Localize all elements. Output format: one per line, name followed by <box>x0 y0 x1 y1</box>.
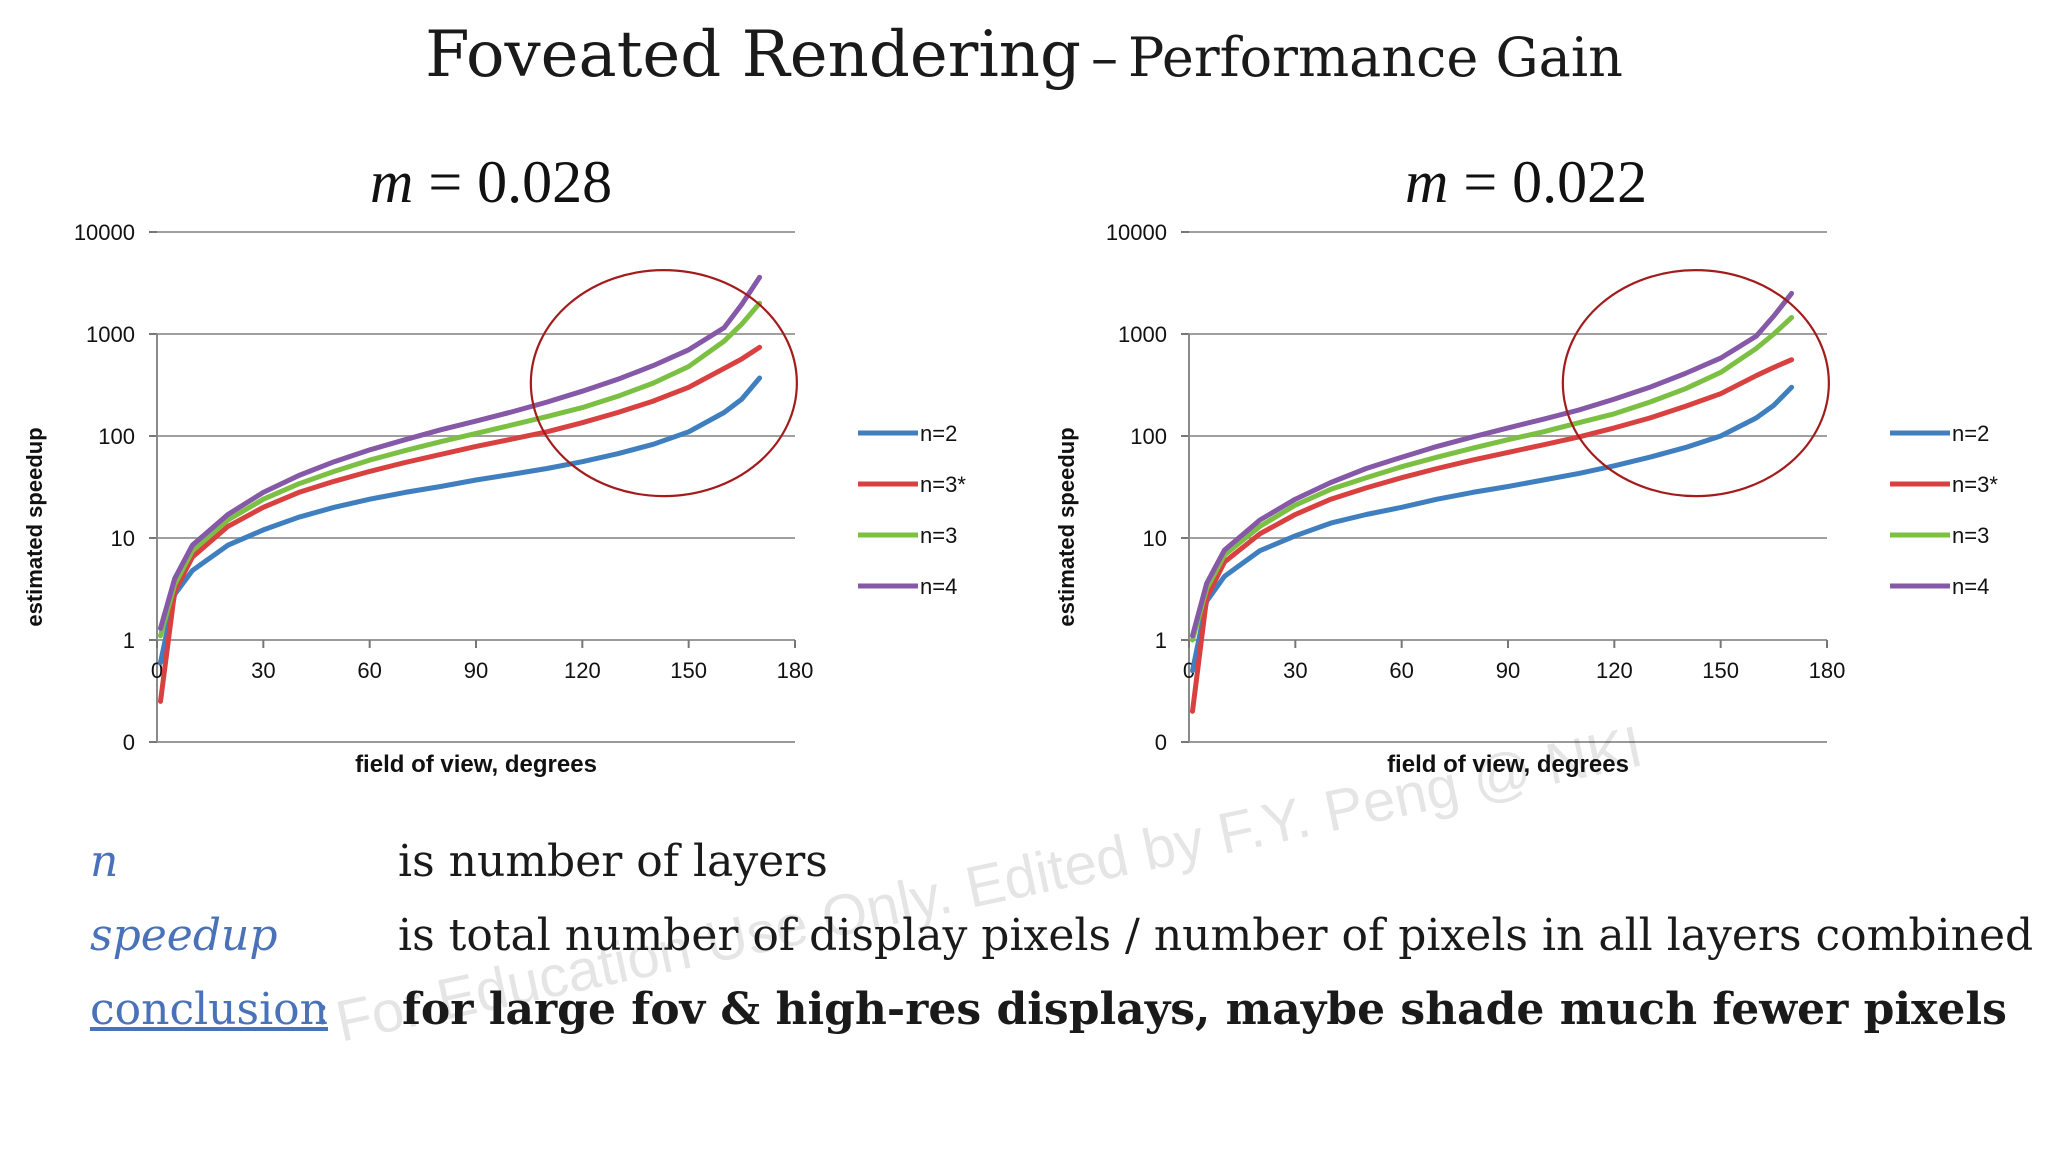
x-tick-label: 30 <box>1283 658 1307 683</box>
series-line <box>1190 384 1795 674</box>
series-line <box>158 300 763 639</box>
definition-term: n <box>90 836 119 887</box>
title-main: Foveated Rendering <box>425 18 1081 92</box>
definition-text: is total number of display pixels / numb… <box>398 910 2034 961</box>
definition-term-suffix: : <box>315 984 330 1035</box>
x-tick-label: 90 <box>1496 658 1520 683</box>
legend-label: n=3 <box>1952 523 1989 548</box>
x-tick-label: 30 <box>251 658 275 683</box>
definition-text: is number of layers <box>398 836 828 887</box>
definition-row: conclusion: for large fov & high-res dis… <box>90 984 2007 1058</box>
legend-label: n=4 <box>1952 574 1989 599</box>
slide-title: Foveated Rendering – Performance Gain <box>0 18 2048 92</box>
definition-term: speedup <box>90 910 278 961</box>
y-tick-label: 1000 <box>1118 322 1167 347</box>
y-tick-label: 10000 <box>74 220 135 245</box>
highlight-ellipse <box>1561 269 1830 498</box>
legend-label: n=4 <box>920 574 957 599</box>
x-tick-label: 120 <box>1596 658 1633 683</box>
panel-caption-right: m = 0.022 <box>1405 148 1647 217</box>
x-axis-label: field of view, degrees <box>1387 751 1629 778</box>
conclusion-link[interactable]: conclusion <box>90 984 328 1035</box>
definitions: n is number of layers speedup is total n… <box>90 836 2033 1058</box>
series-line <box>1190 315 1795 643</box>
legend-label: n=3 <box>920 523 957 548</box>
y-tick-label: 1000 <box>86 322 135 347</box>
x-tick-label: 150 <box>1702 658 1739 683</box>
conclusion-text: for large fov & high-res displays, maybe… <box>402 984 2007 1035</box>
y-tick-label: 0 <box>1155 730 1167 755</box>
caption-value: = 0.028 <box>428 149 613 215</box>
legend-label: n=2 <box>1952 421 1989 446</box>
x-tick-label: 60 <box>1389 658 1413 683</box>
x-tick-label: 90 <box>464 658 488 683</box>
y-tick-label: 0 <box>123 730 135 755</box>
series-line <box>1190 357 1795 714</box>
series-line <box>1190 290 1795 639</box>
caption-var: m <box>1405 149 1449 215</box>
y-tick-label: 10 <box>111 526 135 551</box>
x-tick-label: 180 <box>1809 658 1846 683</box>
x-axis-label: field of view, degrees <box>355 751 597 778</box>
definition-row: n is number of layers <box>90 836 1990 910</box>
definition-row: speedup is total number of display pixel… <box>90 910 2033 984</box>
series-line <box>158 375 763 666</box>
title-dash: – <box>1090 26 1118 89</box>
series-line <box>158 344 763 704</box>
x-tick-label: 150 <box>670 658 707 683</box>
y-tick-label: 100 <box>98 424 135 449</box>
legend-label: n=3* <box>1952 472 1998 497</box>
y-tick-label: 1 <box>1155 628 1167 653</box>
y-tick-label: 10 <box>1143 526 1167 551</box>
series-line <box>158 274 763 631</box>
legend-label: n=3* <box>920 472 966 497</box>
caption-var: m <box>370 149 414 215</box>
y-tick-label: 10000 <box>1106 220 1167 245</box>
caption-value: = 0.022 <box>1463 149 1648 215</box>
panel-caption-left: m = 0.028 <box>370 148 612 217</box>
y-axis-label: estimated speedup <box>22 427 47 626</box>
y-axis-label: estimated speedup <box>1054 427 1079 626</box>
highlight-ellipse <box>529 269 798 498</box>
definition-term: conclusion <box>90 984 329 1035</box>
legend-label: n=2 <box>920 421 957 446</box>
x-tick-label: 120 <box>564 658 601 683</box>
x-tick-label: 180 <box>777 658 814 683</box>
title-sub: Performance Gain <box>1127 26 1623 89</box>
x-tick-label: 60 <box>357 658 381 683</box>
y-tick-label: 1 <box>123 628 135 653</box>
y-tick-label: 100 <box>1130 424 1167 449</box>
